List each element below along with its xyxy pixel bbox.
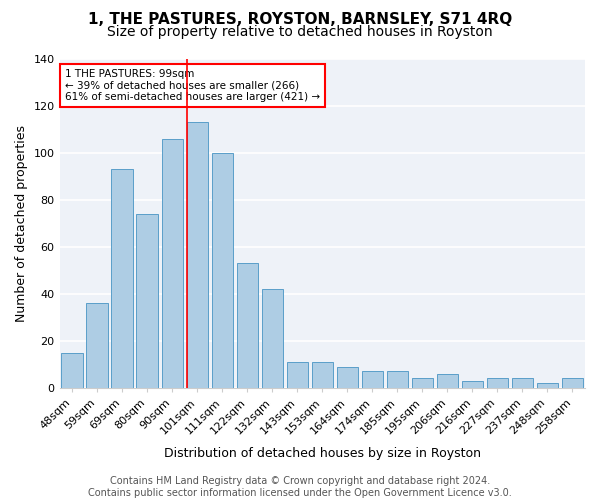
Bar: [161, 139, 183, 388]
Bar: [236, 264, 258, 388]
Y-axis label: Number of detached properties: Number of detached properties: [15, 125, 28, 322]
Bar: [212, 153, 233, 388]
Bar: [412, 378, 433, 388]
Bar: [262, 289, 283, 388]
Text: 1 THE PASTURES: 99sqm
← 39% of detached houses are smaller (266)
61% of semi-det: 1 THE PASTURES: 99sqm ← 39% of detached …: [65, 69, 320, 102]
X-axis label: Distribution of detached houses by size in Royston: Distribution of detached houses by size …: [164, 447, 481, 460]
Bar: [537, 383, 558, 388]
Bar: [86, 304, 108, 388]
Bar: [187, 122, 208, 388]
Bar: [387, 372, 408, 388]
Bar: [562, 378, 583, 388]
Bar: [311, 362, 333, 388]
Text: 1, THE PASTURES, ROYSTON, BARNSLEY, S71 4RQ: 1, THE PASTURES, ROYSTON, BARNSLEY, S71 …: [88, 12, 512, 28]
Bar: [362, 372, 383, 388]
Bar: [112, 170, 133, 388]
Bar: [337, 366, 358, 388]
Bar: [437, 374, 458, 388]
Bar: [136, 214, 158, 388]
Bar: [512, 378, 533, 388]
Bar: [61, 352, 83, 388]
Bar: [287, 362, 308, 388]
Bar: [487, 378, 508, 388]
Bar: [462, 381, 483, 388]
Text: Contains HM Land Registry data © Crown copyright and database right 2024.
Contai: Contains HM Land Registry data © Crown c…: [88, 476, 512, 498]
Text: Size of property relative to detached houses in Royston: Size of property relative to detached ho…: [107, 25, 493, 39]
